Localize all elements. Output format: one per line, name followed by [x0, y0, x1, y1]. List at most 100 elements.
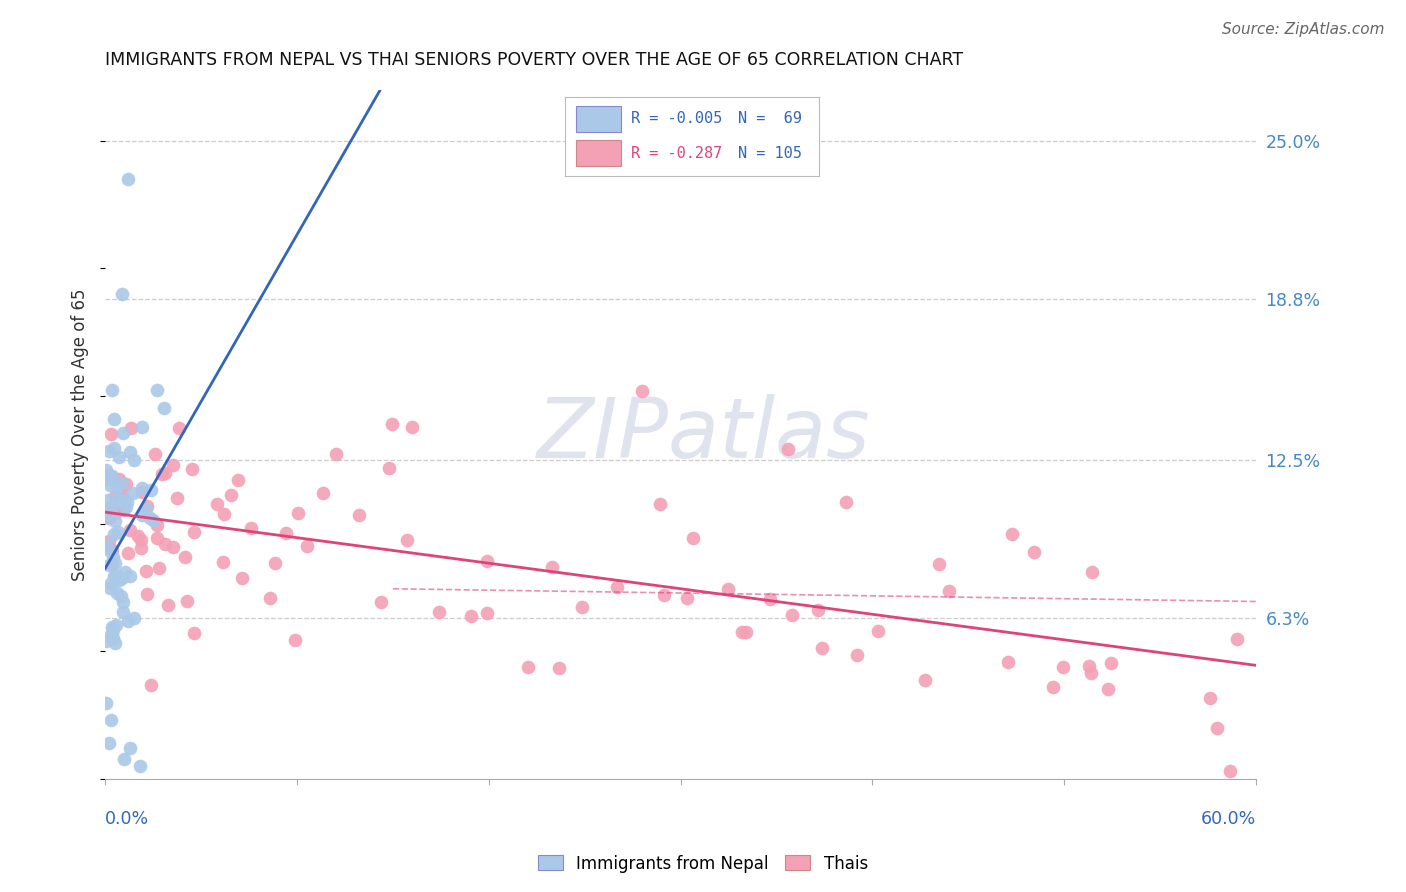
Point	[100, 557, 122, 571]
Point	[396, 533, 419, 547]
Point	[571, 599, 593, 614]
Point	[427, 605, 450, 619]
Point	[1097, 682, 1119, 697]
Point	[283, 633, 305, 648]
Point	[807, 603, 830, 617]
Point	[548, 661, 571, 675]
Point	[141, 483, 163, 497]
Point	[100, 576, 122, 591]
Point	[152, 401, 174, 416]
Point	[96, 539, 118, 553]
Point	[166, 491, 188, 506]
Point	[96, 510, 118, 524]
Point	[1080, 566, 1102, 580]
Point	[311, 486, 333, 500]
Text: 0.0%: 0.0%	[105, 810, 149, 828]
Point	[131, 484, 153, 499]
Point	[96, 463, 118, 477]
Point	[103, 441, 125, 455]
Point	[96, 696, 118, 710]
Point	[516, 660, 538, 674]
Point	[477, 554, 499, 568]
Point	[111, 595, 134, 609]
Point	[103, 623, 125, 637]
Point	[129, 533, 152, 548]
Point	[104, 514, 127, 528]
Point	[652, 588, 675, 602]
Point	[98, 581, 121, 595]
Point	[287, 506, 309, 520]
Point	[101, 542, 124, 557]
Point	[127, 528, 149, 542]
Point	[181, 462, 204, 476]
Point	[325, 447, 347, 461]
Point	[103, 412, 125, 426]
Point	[104, 489, 127, 503]
Point	[378, 460, 401, 475]
Point	[120, 741, 142, 756]
Point	[98, 500, 121, 514]
Point	[136, 499, 159, 513]
Point	[98, 468, 121, 483]
Point	[100, 713, 122, 727]
Point	[98, 558, 121, 573]
Point	[142, 513, 165, 527]
Point	[146, 531, 169, 545]
Point	[1001, 527, 1024, 541]
Point	[128, 759, 150, 773]
Point	[1099, 656, 1122, 670]
Point	[97, 444, 120, 458]
Point	[107, 481, 129, 495]
Point	[117, 172, 139, 186]
Text: ZIPatlas: ZIPatlas	[537, 394, 870, 475]
Point	[104, 636, 127, 650]
Point	[112, 751, 135, 765]
Point	[97, 492, 120, 507]
Point	[136, 587, 159, 601]
Point	[231, 571, 253, 585]
Point	[226, 473, 249, 487]
Point	[1206, 721, 1229, 735]
Point	[100, 477, 122, 491]
Point	[101, 500, 124, 515]
Point	[105, 492, 128, 507]
Point	[114, 565, 136, 579]
Point	[108, 573, 131, 587]
Point	[120, 421, 142, 435]
Point	[105, 586, 128, 600]
Point	[98, 629, 121, 643]
Point	[153, 466, 176, 480]
Text: Source: ZipAtlas.com: Source: ZipAtlas.com	[1222, 22, 1385, 37]
Point	[475, 607, 498, 621]
Point	[103, 569, 125, 583]
Point	[111, 572, 134, 586]
Point	[381, 417, 404, 431]
Point	[778, 442, 800, 456]
Point	[135, 564, 157, 578]
Point	[103, 549, 125, 564]
Point	[212, 507, 235, 521]
Point	[1042, 680, 1064, 694]
Point	[101, 468, 124, 483]
Point	[162, 540, 184, 554]
Point	[207, 497, 229, 511]
Point	[150, 467, 173, 481]
Point	[110, 488, 132, 502]
Point	[107, 524, 129, 539]
Point	[101, 620, 124, 634]
Point	[1199, 690, 1222, 705]
Point	[101, 383, 124, 397]
Point	[648, 497, 671, 511]
Point	[914, 673, 936, 687]
Point	[122, 453, 145, 467]
Point	[219, 488, 242, 502]
Point	[1022, 544, 1045, 558]
Point	[631, 384, 654, 398]
Point	[401, 419, 423, 434]
Point	[104, 556, 127, 570]
Point	[115, 476, 138, 491]
Point	[112, 605, 135, 619]
Point	[96, 471, 118, 485]
Point	[370, 595, 392, 609]
Point	[682, 531, 704, 545]
